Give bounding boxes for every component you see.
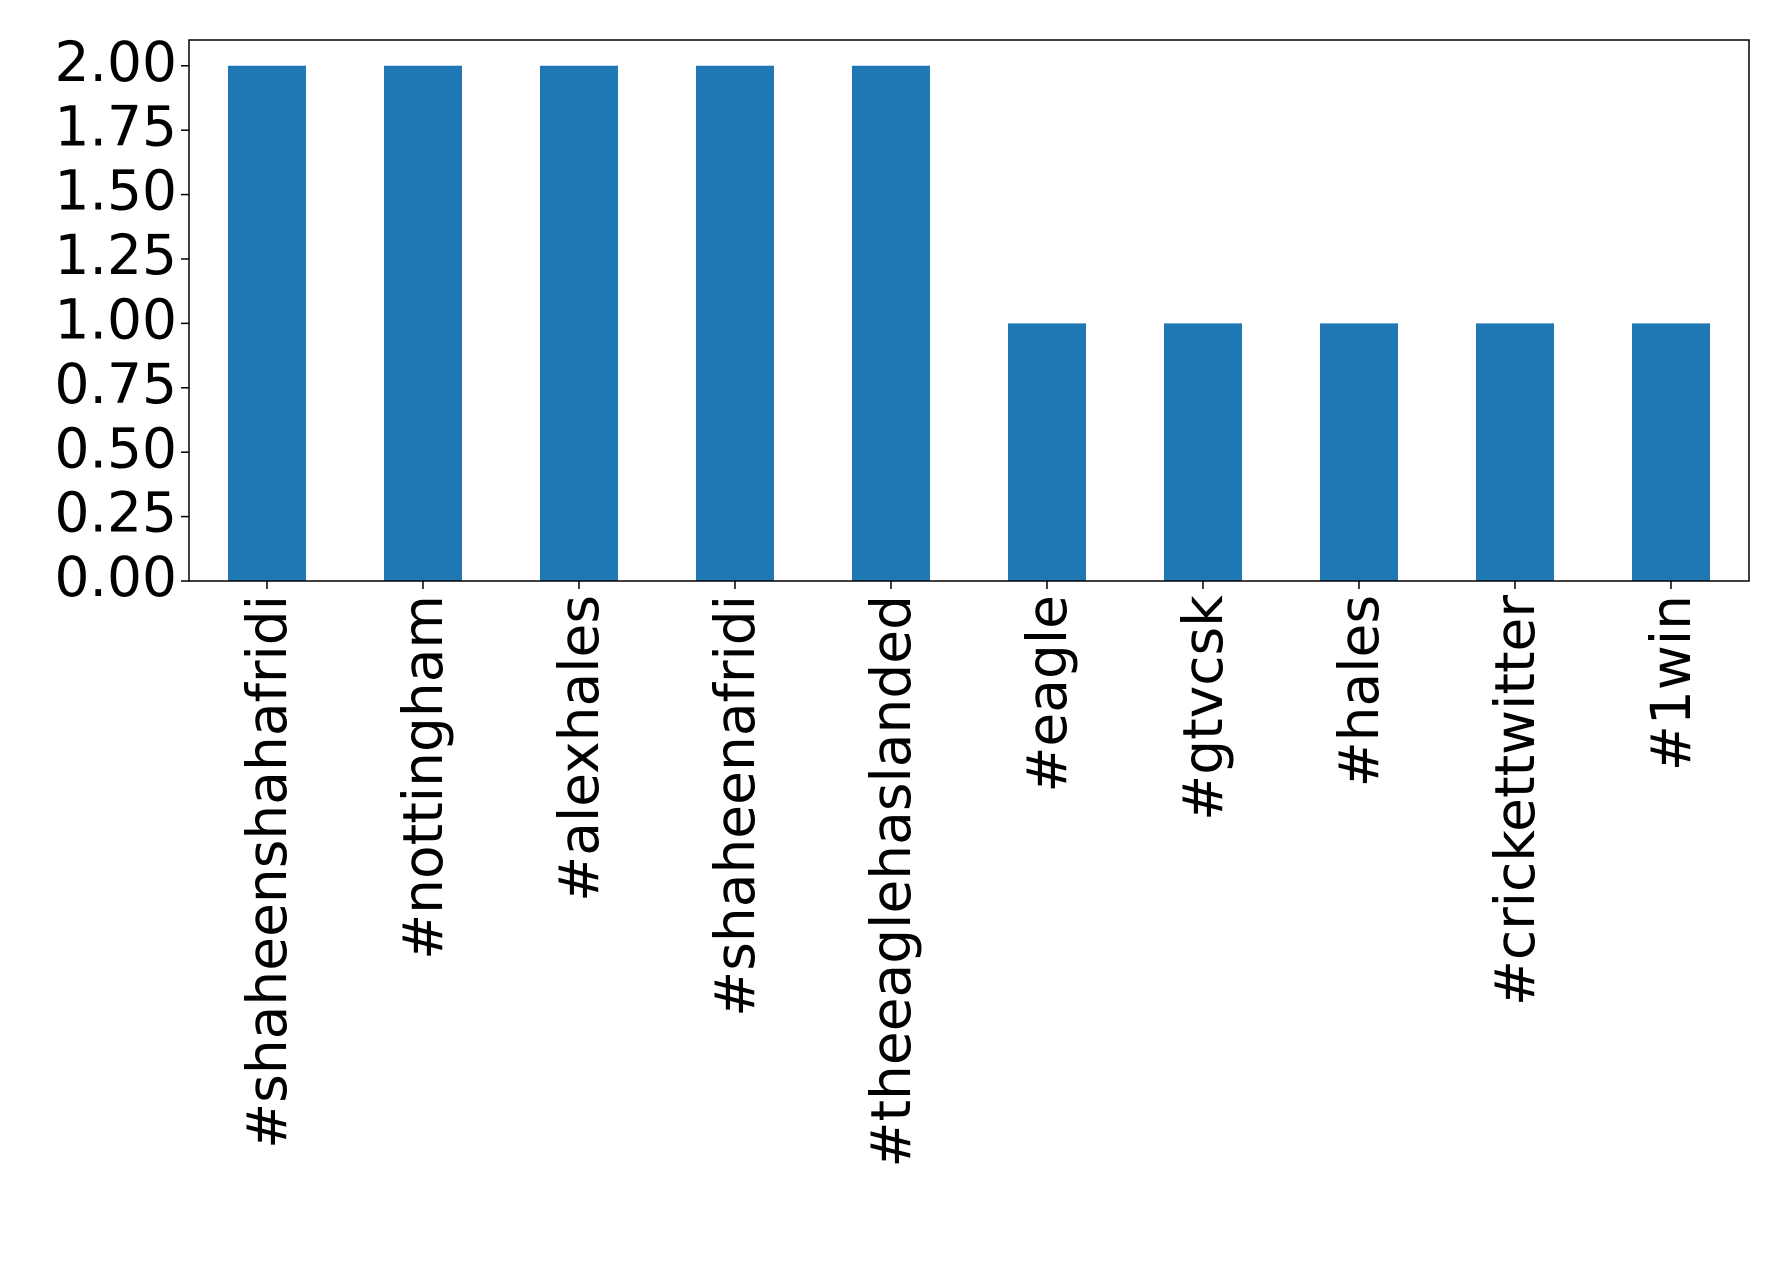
y-tick-label: 1.25 bbox=[55, 223, 177, 287]
x-tick-label: #hales bbox=[1327, 595, 1391, 787]
bar bbox=[1008, 323, 1086, 581]
bar bbox=[228, 65, 306, 581]
bar bbox=[1632, 323, 1710, 581]
y-tick-label: 0.50 bbox=[55, 416, 177, 480]
x-tick-label: #nottingham bbox=[391, 595, 455, 960]
y-tick-label: 0.25 bbox=[55, 481, 177, 545]
plot-frame bbox=[188, 39, 1750, 582]
x-tick-label: #shaheenafridi bbox=[703, 595, 767, 1017]
y-tick-label: 1.00 bbox=[55, 288, 177, 352]
y-tick-label: 1.75 bbox=[55, 94, 177, 158]
y-tick-label: 0.00 bbox=[55, 545, 177, 609]
bar bbox=[1476, 323, 1554, 581]
x-tick-label: #shaheenshahafridi bbox=[235, 595, 299, 1149]
y-tick-label: 2.00 bbox=[55, 30, 177, 94]
bar bbox=[852, 65, 930, 581]
y-tick-label: 0.75 bbox=[55, 352, 177, 416]
bar bbox=[540, 65, 618, 581]
x-tick-label: #theeaglehaslanded bbox=[859, 595, 923, 1168]
y-tick-label: 1.50 bbox=[55, 159, 177, 223]
x-tick-label: #alexhales bbox=[547, 595, 611, 902]
x-tick-label: #crickettwitter bbox=[1483, 595, 1547, 1007]
bar bbox=[696, 65, 774, 581]
bar bbox=[1164, 323, 1242, 581]
bar bbox=[384, 65, 462, 581]
x-tick-label: #gtvcsk bbox=[1171, 595, 1235, 821]
x-tick-label: #eagle bbox=[1015, 595, 1079, 793]
x-tick-label: #1win bbox=[1639, 595, 1703, 771]
bar bbox=[1320, 323, 1398, 581]
